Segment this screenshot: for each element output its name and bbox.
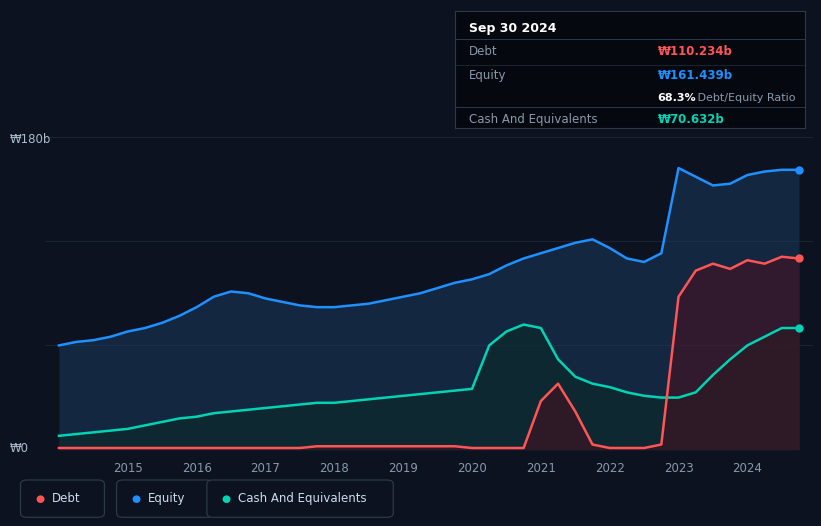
Text: Sep 30 2024: Sep 30 2024 — [469, 22, 557, 35]
Text: Debt/Equity Ratio: Debt/Equity Ratio — [695, 93, 796, 103]
Text: ₩0: ₩0 — [10, 442, 29, 454]
Text: ₩180b: ₩180b — [10, 133, 51, 146]
Text: Debt: Debt — [52, 492, 80, 505]
Text: 68.3%: 68.3% — [658, 93, 696, 103]
Text: Cash And Equivalents: Cash And Equivalents — [238, 492, 367, 505]
Text: ₩161.439b: ₩161.439b — [658, 69, 733, 83]
Text: ₩70.632b: ₩70.632b — [658, 113, 724, 126]
Text: ●: ● — [222, 493, 231, 504]
Text: Equity: Equity — [469, 69, 507, 83]
Text: Debt: Debt — [469, 45, 498, 58]
Text: Cash And Equivalents: Cash And Equivalents — [469, 113, 598, 126]
Text: ●: ● — [35, 493, 44, 504]
Text: Equity: Equity — [148, 492, 186, 505]
Text: ₩110.234b: ₩110.234b — [658, 45, 732, 58]
Text: ●: ● — [131, 493, 140, 504]
